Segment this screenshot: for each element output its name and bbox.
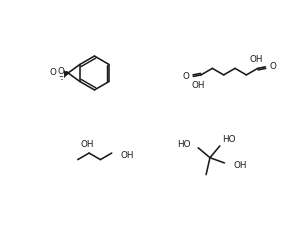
Text: O: O — [269, 62, 276, 71]
Text: OH: OH — [121, 151, 134, 160]
Text: OH: OH — [81, 140, 94, 149]
Text: OH: OH — [234, 161, 247, 170]
Text: OH: OH — [249, 55, 263, 64]
Text: O: O — [57, 70, 64, 79]
Text: O: O — [57, 67, 64, 76]
Text: O: O — [50, 68, 57, 77]
Text: HO: HO — [177, 140, 190, 149]
Text: HO: HO — [222, 135, 236, 144]
Text: OH: OH — [191, 81, 205, 90]
Text: O: O — [183, 72, 189, 81]
